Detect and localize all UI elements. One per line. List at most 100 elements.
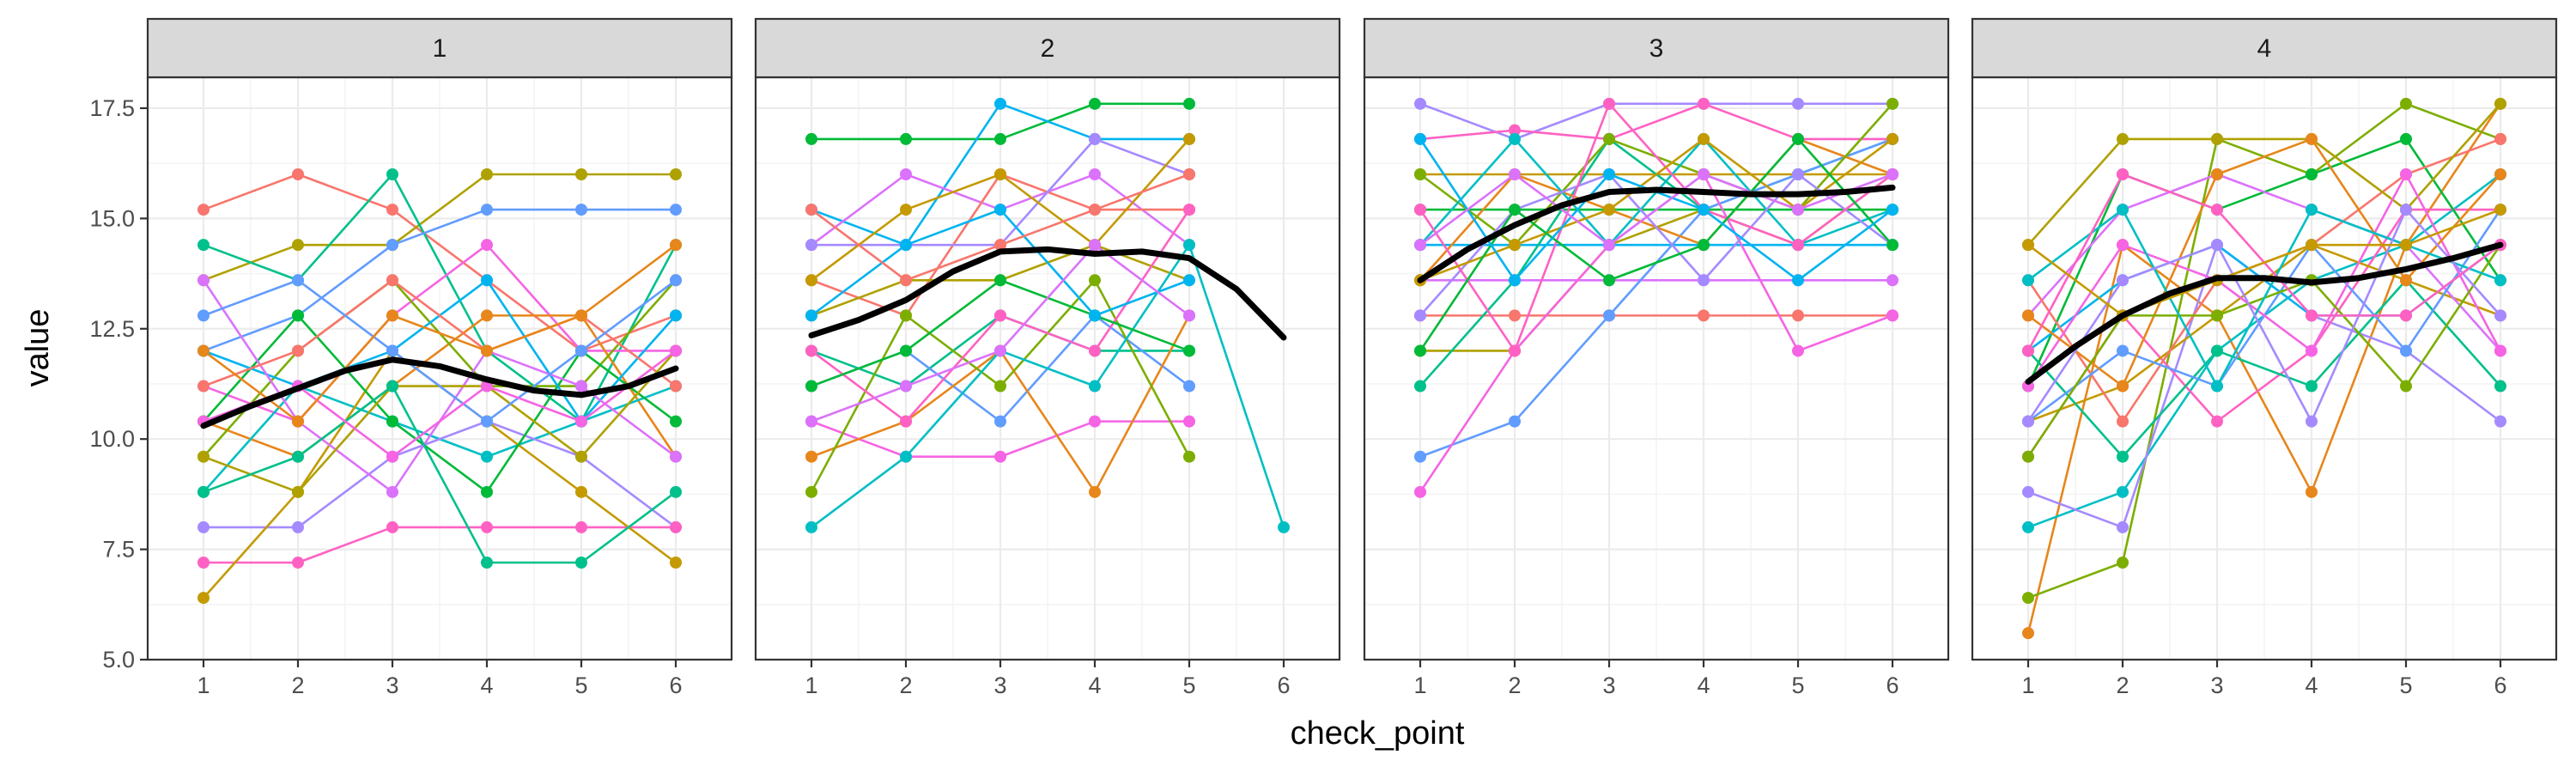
facet-strip [754,17,1341,79]
data-point [2400,168,2412,180]
data-point [2117,132,2129,145]
data-point [1414,344,1426,357]
smooth-trend-line [200,356,679,429]
data-point [805,415,817,428]
data-point [670,168,682,180]
data-point [2022,485,2034,498]
y-tick-label: 17.5 [89,95,135,121]
series-line [1419,137,1893,282]
data-point [805,274,817,287]
data-point [670,520,682,533]
data-point [2022,415,2034,428]
data-point [575,344,587,357]
data-point [1089,380,1101,393]
facet-panel: 4 1 2 3 4 5 6 [1971,17,2558,698]
data-point [1089,274,1101,287]
smooth-trend-line [2025,241,2504,385]
data-point [575,204,587,216]
data-point [1183,132,1195,145]
series-line [2026,173,2502,387]
data-point [2022,627,2034,640]
data-point [900,239,912,252]
x-tick-label: 1 [1413,673,1426,698]
data-point [1414,239,1426,252]
data-point [1509,274,1521,287]
series-line [203,278,677,387]
data-point [481,415,493,428]
data-point [292,239,304,252]
series-line [1419,102,1893,141]
series-line [203,385,677,564]
data-point [292,415,304,428]
data-point [670,204,682,216]
facet-strip-label: 3 [1649,34,1664,63]
data-point [805,132,817,145]
data-point [197,592,210,605]
data-point [1183,239,1195,252]
data-point [197,450,210,463]
data-point [2306,485,2318,498]
data-point [2211,132,2223,145]
data-point [1089,239,1101,252]
x-tick-label: 4 [1088,673,1101,698]
data-point [2494,344,2506,357]
data-point [1089,485,1101,498]
data-point [1698,204,1710,216]
x-tick-label: 5 [2399,673,2412,698]
data-point [1278,520,1290,533]
facet-strip-label: 4 [2257,34,2272,63]
data-point [1792,344,1804,357]
data-point [994,204,1006,216]
facet-panel: 3 1 2 3 4 5 6 [1363,17,1950,698]
data-point [2400,380,2412,393]
data-point [1603,204,1615,216]
x-tick-label: 2 [899,673,912,698]
data-point [481,520,493,533]
series-group [805,97,1290,533]
x-tick-label: 1 [197,673,210,698]
data-point [670,239,682,252]
facet-strip-label: 1 [433,34,447,63]
data-point [1698,309,1710,322]
data-point [1792,309,1804,322]
data-point [1183,97,1195,110]
data-point [481,485,493,498]
series-line [2026,103,2502,634]
data-point [1089,415,1101,428]
data-point [292,274,304,287]
data-point [994,132,1006,145]
data-point [2211,204,2223,216]
data-point [386,309,398,322]
x-tick-label: 1 [2021,673,2034,698]
series-line [203,243,676,423]
data-point [1183,168,1195,180]
data-point [1603,97,1615,110]
data-point [900,274,912,287]
data-point [1509,415,1521,428]
data-point [1603,239,1615,252]
data-point [1509,344,1521,357]
data-point [1183,309,1195,322]
data-point [1509,132,1521,145]
data-point [1183,204,1195,216]
series-group [2022,97,2506,640]
data-point [292,344,304,357]
x-tick-label: 5 [1791,673,1804,698]
x-tick-label: 3 [1602,673,1615,698]
x-tick-label: 6 [669,673,682,698]
data-point [805,239,817,252]
data-point [1509,124,1521,137]
data-point [1698,239,1710,252]
data-point [900,204,912,216]
y-tick-label: 12.5 [89,316,135,342]
x-tick-label: 6 [1886,673,1899,698]
data-point [805,485,817,498]
data-point [2306,239,2318,252]
data-point [197,239,210,252]
series-line [203,173,676,282]
series-line [2027,208,2501,387]
data-point [386,239,398,252]
y-axis-title: value [20,309,56,387]
data-point [805,380,817,393]
data-point [2022,309,2034,322]
